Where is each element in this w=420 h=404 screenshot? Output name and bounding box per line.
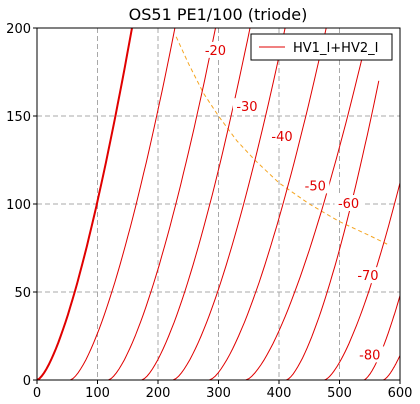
curve-grid-0 [37, 28, 133, 380]
legend: HV1_I+HV2_I [250, 33, 393, 61]
curve-grid-30 [141, 28, 251, 380]
curve-label: -20 [205, 44, 226, 59]
y-tick-label: 50 [14, 286, 31, 301]
curve-label-bg [232, 98, 261, 115]
curve-label: -80 [359, 348, 380, 363]
curve-grid-20 [108, 28, 216, 380]
label-layer: -20 -30 -40 -50 -60 -70 -80 [201, 41, 384, 363]
curve-label-bg [201, 41, 230, 58]
plot-frame [36, 27, 401, 381]
curve-grid-100 [382, 355, 400, 380]
x-tick-label: 100 [85, 386, 110, 401]
curve-grid-50 [209, 28, 327, 380]
y-tick-label: 200 [6, 22, 31, 37]
chart-title: OS51 PE1/100 (triode) [129, 5, 308, 24]
curve-grid-10 [70, 28, 176, 380]
curve-grid-90 [363, 295, 400, 380]
x-tick-label: 300 [206, 386, 231, 401]
x-tick-label: 500 [327, 386, 352, 401]
y-tick-label: 100 [6, 198, 31, 213]
curve-label-bg [353, 267, 382, 284]
curve-label: -50 [305, 179, 326, 194]
curve-grid-80 [324, 182, 400, 380]
curve-label: -70 [357, 269, 378, 284]
curve-grid-70 [286, 80, 380, 380]
series-layer [37, 28, 400, 380]
curve-label-bg [334, 195, 363, 211]
y-tick-label: 0 [23, 374, 31, 389]
curve-label-bg [355, 346, 384, 363]
x-tick-label: 0 [33, 386, 41, 401]
curve-label: -60 [338, 197, 359, 212]
x-tick-label: 400 [267, 386, 292, 401]
tick-layer: 0 100 200 300 400 500 600 0 50 100 150 200 [6, 22, 412, 401]
curve-label-bg [301, 177, 330, 194]
curve-grid-60 [245, 38, 368, 380]
x-tick-label: 200 [146, 386, 171, 401]
x-tick-label: 600 [388, 386, 413, 401]
curve-label: -40 [271, 130, 292, 145]
curve-label: -30 [236, 100, 257, 115]
curve-grid-40 [172, 28, 286, 380]
legend-entry-label: HV1_I+HV2_I [293, 41, 378, 56]
y-tick-label: 150 [6, 110, 31, 125]
curve-label-bg [268, 128, 297, 145]
